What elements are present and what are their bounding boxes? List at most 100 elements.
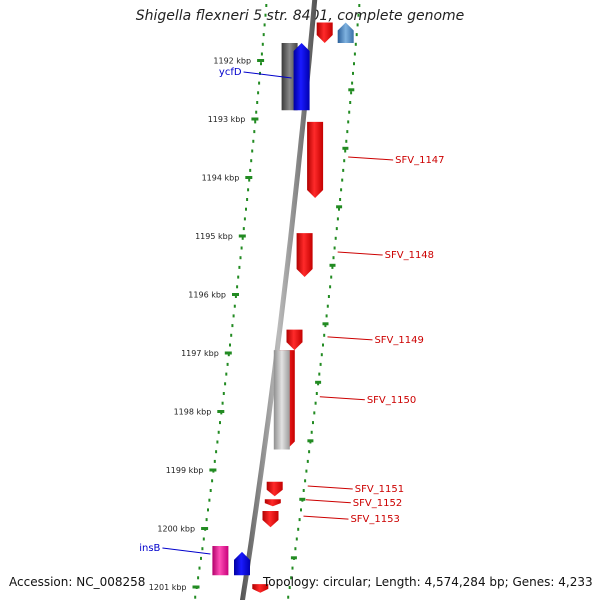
track-dot [348, 110, 351, 114]
ruler-dot [236, 285, 239, 289]
gene-feature-ycfd[interactable] [293, 43, 310, 111]
ruler-dot [249, 168, 252, 172]
track-dot [355, 33, 358, 37]
ruler-dot [234, 295, 237, 298]
ruler-dot [245, 207, 247, 211]
ruler-dot [250, 159, 253, 163]
gene-feature-sfv_1149[interactable] [286, 329, 303, 351]
ruler-dot [225, 372, 228, 376]
kbp-label: 1198 kbp [174, 408, 212, 417]
gene-feature[interactable] [273, 350, 290, 450]
track-dot [349, 101, 352, 104]
track-dot [330, 275, 333, 279]
track-dot [358, 4, 361, 7]
gene-label-leader [303, 515, 349, 520]
track-dot [347, 120, 350, 124]
kbp-label: 1197 kbp [181, 349, 219, 358]
gene-label-leader [307, 485, 353, 490]
track-tick [329, 263, 336, 267]
ruler-dot [201, 547, 204, 551]
map-title: Shigella flexneri 5 str. 8401, complete … [135, 8, 465, 24]
ruler-dot [264, 13, 267, 17]
ruler-dot [255, 110, 258, 114]
kbp-label: 1199 kbp [166, 466, 204, 475]
ruler-dot [243, 217, 246, 221]
kbp-tick [209, 468, 217, 472]
track-dot [336, 217, 339, 221]
ruler-dot [211, 479, 214, 483]
ruler-dot [229, 343, 231, 347]
track-dot [351, 81, 354, 85]
ruler-dot [197, 576, 200, 580]
track-dot [339, 198, 342, 201]
ruler-dot [230, 333, 233, 337]
gene-feature-sfv_1153[interactable] [262, 511, 279, 528]
ruler-dot [257, 91, 260, 95]
ruler-dot [259, 71, 261, 75]
track-dot [356, 23, 359, 27]
gene-label: SFV_1153 [350, 514, 399, 525]
track-dot [331, 265, 334, 269]
gene-feature-sfv_1147[interactable] [307, 121, 324, 198]
track-dot [306, 459, 309, 463]
gene-label-leader [162, 547, 211, 555]
track-dot [334, 236, 337, 240]
ruler-dot [200, 556, 202, 560]
track-dot [305, 469, 308, 473]
gene-feature[interactable] [337, 22, 354, 44]
kbp-label: 1196 kbp [188, 291, 226, 300]
ruler-dot [219, 421, 221, 425]
ruler-dot [248, 178, 251, 182]
ruler-dot [261, 42, 264, 46]
track-dot [354, 42, 357, 46]
gene-labels: ycfD SFV_1147 SFV_1148 SFV_1149 SFV_1150 SFV_… [139, 67, 445, 555]
gene-feature-sfv_1152[interactable] [264, 499, 281, 507]
kbp-tick [232, 293, 239, 296]
track-dot [314, 401, 317, 405]
track-dot [298, 518, 301, 522]
gene-label-leader [243, 71, 292, 79]
track-dot [323, 333, 326, 337]
track-dot [325, 314, 328, 318]
track-dot [319, 362, 322, 366]
track-dot [297, 527, 300, 531]
ruler-dot [265, 4, 268, 7]
kbp-label: 1200 kbp [157, 525, 195, 534]
track-dot [343, 159, 346, 163]
track-dot [318, 372, 321, 376]
gene-label-leader [337, 251, 383, 256]
track-dot [346, 130, 349, 134]
gene-feature-insb[interactable] [212, 546, 229, 576]
kbp-label: 1195 kbp [195, 232, 233, 241]
track-tick [336, 205, 343, 209]
gene-label-leader [305, 499, 351, 504]
track-dot [344, 149, 347, 153]
ruler-dot [239, 256, 242, 260]
track-dot [295, 537, 298, 541]
gene-feature-sfv_1151[interactable] [266, 481, 283, 497]
gene-label: SFV_1149 [374, 335, 423, 346]
track-dot [308, 450, 311, 454]
gene-feature[interactable] [234, 551, 250, 576]
kbp-ruler: 1192 kbp 1193 kbp 1194 kbp 1195 kbp 1196 kbp… [149, 57, 355, 592]
ruler-dot [237, 275, 240, 279]
track-dot [300, 508, 302, 512]
gene-feature-sfv_1148[interactable] [296, 233, 313, 277]
ruler-dot [208, 498, 211, 502]
kbp-tick [238, 234, 246, 238]
ruler-dot [209, 489, 212, 492]
kbp-tick [245, 176, 253, 179]
track-dot [345, 139, 348, 143]
gene-feature[interactable] [252, 584, 269, 593]
gene-label-leader [327, 336, 373, 341]
gene-feature[interactable] [316, 22, 333, 44]
track-tick [315, 380, 322, 384]
track-dot [315, 392, 318, 395]
track-tick [299, 497, 306, 501]
kbp-label: 1201 kbp [149, 583, 187, 592]
track-dot [341, 178, 344, 182]
ruler-dot [262, 33, 265, 37]
kbp-tick [257, 59, 265, 62]
ruler-dot [232, 314, 235, 318]
